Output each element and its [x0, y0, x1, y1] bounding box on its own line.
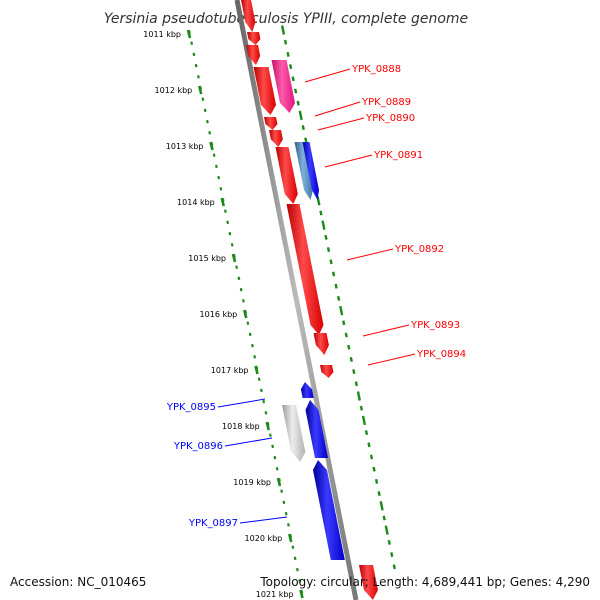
ruler-tick: [287, 533, 293, 543]
gene-arrow-forward: [246, 45, 261, 65]
ruler-tick: [242, 309, 248, 319]
gene-labels: YPK_0888 YPK_0889 YPK_0890 YPK_0891 YPK_0892…: [166, 64, 466, 529]
genome-summary-text: Topology: circular; Length: 4,689,441 bp…: [259, 575, 590, 589]
ruler-label: 1019 kbp: [233, 478, 271, 487]
ruler-label: 1020 kbp: [245, 534, 283, 543]
leader-line: [317, 117, 365, 131]
gene-features: [241, 0, 378, 600]
ruler-tick: [231, 253, 237, 263]
leader-line: [239, 516, 288, 524]
map-title: Yersinia pseudotuberculosis YPIII, compl…: [104, 11, 468, 27]
gene-label[interactable]: YPK_0888: [351, 64, 401, 75]
genome-backbone: [234, 0, 359, 600]
ruler-tick: [254, 365, 259, 375]
ruler-tick: [220, 197, 226, 207]
ruler-tick: [209, 141, 214, 151]
gene-arrow-reverse: [312, 460, 345, 560]
leader-line: [224, 437, 273, 447]
leader-line: [367, 353, 416, 366]
gene-arrow-forward: [313, 333, 329, 355]
gene-arrow-forward: [247, 32, 261, 45]
leader-line: [324, 154, 373, 168]
gene-arrow-forward: [286, 204, 324, 335]
ruler-tick: [186, 29, 192, 39]
ruler-label: 1012 kbp: [155, 86, 193, 95]
ruler-track: 1011 kbp 1012 kbp 1013 kbp 1014 kbp 1015 kbp…: [143, 29, 304, 599]
ruler-tick: [265, 421, 271, 431]
gene-arrow-forward: [302, 142, 320, 200]
leader-line: [217, 398, 266, 408]
ruler-label: 1014 kbp: [177, 198, 215, 207]
gene-label[interactable]: YPK_0890: [365, 113, 415, 124]
gene-arrow-reverse: [300, 382, 314, 398]
leader-line: [314, 101, 361, 117]
ruler-label: 1015 kbp: [188, 254, 226, 263]
gene-arrow-reverse: [305, 400, 329, 458]
ruler-label: 1018 kbp: [222, 422, 260, 431]
ruler-label: 1021 kbp: [256, 590, 294, 599]
ruler-tick: [197, 85, 203, 95]
gene-label[interactable]: YPK_0889: [361, 97, 411, 108]
gene-label[interactable]: YPK_0895: [166, 402, 216, 413]
accession-text: Accession: NC_010465: [10, 575, 146, 589]
gene-arrow-forward: [359, 565, 378, 600]
gene-arrow-forward: [253, 67, 277, 115]
gene-label[interactable]: YPK_0897: [188, 518, 238, 529]
ruler-label: 1011 kbp: [143, 30, 181, 39]
gene-arrow-forward: [271, 60, 296, 113]
gene-label[interactable]: YPK_0892: [394, 244, 444, 255]
gene-arrow-forward: [269, 130, 283, 147]
ruler-tick: [276, 477, 282, 487]
ruler-tick: [299, 589, 304, 599]
ruler-label: 1017 kbp: [211, 366, 249, 375]
gene-label[interactable]: YPK_0891: [373, 150, 423, 161]
leader-line: [304, 68, 351, 83]
gene-label[interactable]: YPK_0894: [416, 349, 466, 360]
ruler-label: 1016 kbp: [200, 310, 238, 319]
gene-arrow-forward: [275, 147, 298, 204]
gene-label[interactable]: YPK_0896: [173, 441, 223, 452]
gene-arrow-forward: [294, 142, 314, 200]
gene-arrow-pseudogene: [282, 405, 306, 462]
leader-line: [346, 248, 394, 261]
ruler-label: 1013 kbp: [166, 142, 204, 151]
gene-arrow-forward: [264, 117, 278, 130]
gene-arrow-forward: [241, 0, 256, 32]
gene-arrow-forward: [320, 365, 334, 378]
gene-label[interactable]: YPK_0893: [410, 320, 460, 331]
leader-line: [362, 324, 410, 337]
